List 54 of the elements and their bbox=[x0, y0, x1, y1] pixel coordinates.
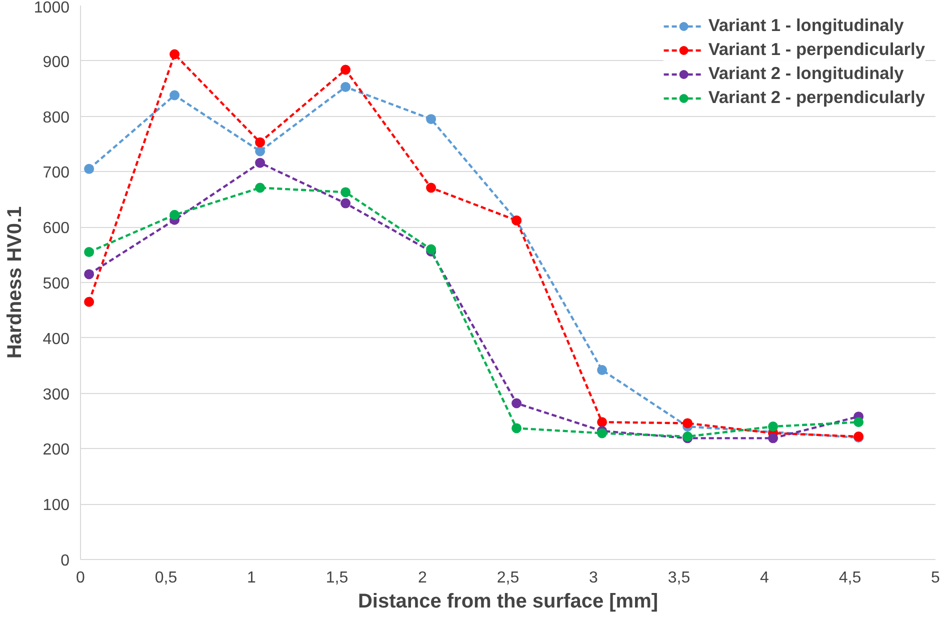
point bbox=[512, 423, 522, 434]
y-tick-label: 300 bbox=[42, 386, 70, 404]
point bbox=[597, 365, 608, 376]
y-tick-label: 800 bbox=[42, 109, 70, 126]
x-tick-label: 1 bbox=[247, 570, 256, 586]
point bbox=[255, 158, 266, 168]
point bbox=[170, 49, 180, 60]
point bbox=[854, 417, 864, 428]
point bbox=[768, 422, 778, 432]
point bbox=[340, 64, 351, 75]
point bbox=[340, 82, 351, 92]
point bbox=[512, 398, 522, 408]
y-tick-label: 0 bbox=[60, 552, 70, 570]
y-tick-label: 1000 bbox=[34, 0, 70, 16]
point bbox=[426, 114, 436, 124]
point bbox=[682, 418, 693, 428]
x-tick-label: 4,5 bbox=[838, 570, 862, 586]
x-tick-label: 4 bbox=[760, 570, 770, 586]
x-tick-label: 2 bbox=[418, 570, 428, 586]
point bbox=[597, 417, 608, 428]
x-tick-label: 1,5 bbox=[326, 570, 348, 586]
y-axis-title: Hardness HV0.1 bbox=[4, 206, 26, 359]
legend-label: Variant 2 - perpendicularly bbox=[708, 87, 925, 108]
y-tick-label: 400 bbox=[42, 330, 70, 348]
y-tick-label: 100 bbox=[42, 497, 70, 514]
point bbox=[170, 210, 180, 220]
x-tick-label: 0,5 bbox=[154, 570, 178, 586]
y-tick-label: 900 bbox=[42, 54, 70, 71]
x-tick-label: 5 bbox=[931, 570, 940, 586]
y-tick-label: 700 bbox=[42, 164, 70, 182]
legend-label: Variant 1 - longitudinaly bbox=[708, 15, 904, 36]
point bbox=[84, 164, 94, 174]
point bbox=[84, 247, 94, 258]
point bbox=[255, 182, 266, 193]
legend-label: Variant 1 - perpendicularly bbox=[708, 39, 925, 60]
point bbox=[255, 146, 266, 156]
y-tick-label: 200 bbox=[42, 442, 70, 459]
point bbox=[340, 187, 351, 198]
x-tick-label: 0 bbox=[76, 570, 86, 586]
y-tick-label: 600 bbox=[42, 220, 70, 238]
point bbox=[597, 428, 608, 438]
point bbox=[255, 137, 266, 148]
x-tick-label: 3,5 bbox=[668, 570, 690, 586]
legend-label: Variant 2 - longitudinaly bbox=[708, 63, 904, 84]
y-tick-label: 500 bbox=[42, 276, 70, 292]
x-axis-title: Distance from the surface [mm] bbox=[358, 590, 658, 612]
point bbox=[84, 296, 94, 307]
point bbox=[170, 90, 180, 100]
point bbox=[426, 182, 436, 193]
point bbox=[340, 198, 351, 208]
point bbox=[768, 433, 778, 444]
point bbox=[84, 269, 94, 280]
x-tick-label: 2,5 bbox=[496, 570, 520, 586]
x-tick-label: 3 bbox=[589, 570, 598, 586]
